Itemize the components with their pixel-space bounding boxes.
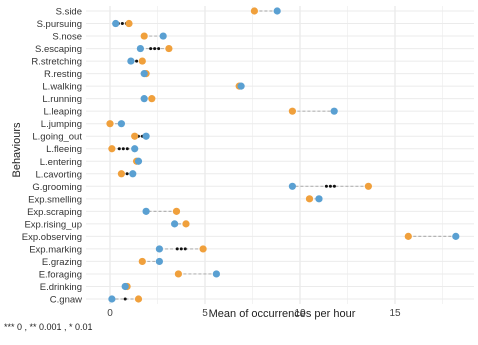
orange-point-l-leaping xyxy=(288,107,296,115)
x-tick-label: 10 xyxy=(294,308,306,319)
significance-star-exp-marking xyxy=(183,247,187,251)
blue-point-exp-smelling xyxy=(315,195,323,203)
y-tick-label-s-nose: S.nose xyxy=(52,32,82,43)
blue-point-s-nose xyxy=(159,32,167,40)
connectors xyxy=(110,10,456,300)
significance-star-s-pursuing xyxy=(120,22,124,26)
y-tick-label-l-running: L.running xyxy=(42,94,82,105)
blue-point-e-grazing xyxy=(155,257,163,266)
orange-point-l-fleeing xyxy=(108,145,116,153)
blue-point-e-drinking xyxy=(121,282,129,291)
orange-point-s-pursuing xyxy=(125,19,133,28)
significance-star-r-stretching xyxy=(135,59,139,63)
y-tick-label-e-foraging: E.foraging xyxy=(39,269,82,280)
significance-star-exp-marking xyxy=(175,247,179,251)
orange-point-l-jumping xyxy=(106,120,114,128)
significance-star-s-escaping xyxy=(153,47,157,51)
significance-star-s-escaping xyxy=(157,47,161,51)
y-tick-label-l-going-out: L.going_out xyxy=(32,132,82,143)
blue-point-l-leaping xyxy=(330,107,338,115)
y-tick-label-l-jumping: L.jumping xyxy=(41,119,82,130)
x-tick-label: 15 xyxy=(389,308,401,319)
blue-point-exp-marking xyxy=(155,245,163,253)
y-tick-label-s-side: S.side xyxy=(56,7,82,18)
orange-point-exp-observing xyxy=(404,232,412,240)
orange-point-exp-smelling xyxy=(305,195,314,203)
blue-point-l-going-out xyxy=(142,132,150,140)
y-tick-label-e-drinking: E.drinking xyxy=(40,282,82,293)
orange-point-l-running xyxy=(148,95,156,103)
blue-point-g-grooming xyxy=(288,182,296,190)
significance-star-l-fleeing xyxy=(125,147,129,151)
blue-point-s-side xyxy=(273,7,281,15)
blue-point-e-foraging xyxy=(212,270,220,278)
blue-point-r-stretching xyxy=(127,57,135,65)
y-tick-label-s-pursuing: S.pursuing xyxy=(37,19,82,30)
x-axis-title: Mean of occurrences per hour xyxy=(209,308,356,320)
blue-point-r-resting xyxy=(140,70,148,78)
orange-point-exp-rising-up xyxy=(182,220,190,228)
y-tick-label-exp-marking: Exp.marking xyxy=(29,244,82,255)
significance-star-g-grooming xyxy=(324,184,328,188)
blue-point-l-running xyxy=(140,95,148,103)
y-tick-label-exp-scraping: Exp.scraping xyxy=(27,207,82,218)
significance-star-g-grooming xyxy=(332,184,336,188)
y-tick-label-r-resting: R.resting xyxy=(44,69,82,80)
orange-point-g-grooming xyxy=(364,182,372,190)
significance-star-l-fleeing xyxy=(117,147,121,151)
blue-point-l-jumping xyxy=(117,120,125,128)
orange-point-e-grazing xyxy=(138,257,146,266)
blue-point-exp-rising-up xyxy=(171,220,179,228)
blue-point-exp-observing xyxy=(452,232,460,240)
y-tick-label-r-stretching: R.stretching xyxy=(31,57,82,68)
y-tick-label-e-grazing: E.grazing xyxy=(42,257,82,268)
blue-point-l-walking xyxy=(237,82,245,90)
orange-point-l-going-out xyxy=(131,132,139,140)
data-points xyxy=(106,7,460,303)
blue-point-exp-scraping xyxy=(142,207,150,215)
significance-star-s-escaping xyxy=(149,47,153,51)
y-tick-label-exp-observing: Exp.observing xyxy=(22,232,82,243)
blue-point-l-entering xyxy=(134,157,143,165)
y-tick-label-g-grooming: G.grooming xyxy=(32,182,82,193)
y-tick-label-l-fleeing: L.fleeing xyxy=(46,144,82,155)
blue-point-l-cavorting xyxy=(129,170,137,178)
orange-point-exp-scraping xyxy=(172,207,181,215)
y-tick-label-c-gnaw: C.gnaw xyxy=(50,295,82,306)
orange-point-s-side xyxy=(250,7,258,15)
x-tick-label: 5 xyxy=(202,308,208,319)
blue-point-s-escaping xyxy=(136,44,144,53)
significance-star-exp-marking xyxy=(179,247,183,251)
y-tick-label-exp-smelling: Exp.smelling xyxy=(28,194,82,205)
y-tick-label-l-walking: L.walking xyxy=(42,82,82,93)
significance-star-c-gnaw xyxy=(123,297,127,301)
y-tick-label-s-escaping: S.escaping xyxy=(35,44,82,55)
y-tick-label-exp-rising-up: Exp.rising_up xyxy=(24,219,82,230)
blue-point-l-fleeing xyxy=(131,145,139,153)
orange-point-c-gnaw xyxy=(134,295,143,303)
y-tick-label-l-leaping: L.leaping xyxy=(43,107,82,118)
orange-point-r-stretching xyxy=(138,57,146,65)
orange-point-s-nose xyxy=(140,32,148,40)
orange-point-l-cavorting xyxy=(117,170,125,178)
significance-star-l-fleeing xyxy=(121,147,125,151)
orange-point-s-escaping xyxy=(165,44,173,53)
x-tick-label: 0 xyxy=(107,308,113,319)
x-tick-labels: 0 5 10 15 xyxy=(107,308,401,319)
orange-point-exp-marking xyxy=(199,245,207,253)
significance-footnote: *** 0 , ** 0.001 , * 0.01 xyxy=(4,322,93,332)
y-axis-title: Behaviours xyxy=(11,122,23,178)
blue-point-s-pursuing xyxy=(112,19,120,28)
significance-star-l-cavorting xyxy=(125,172,129,176)
y-tick-label-l-cavorting: L.cavorting xyxy=(36,169,82,180)
significance-star-g-grooming xyxy=(328,184,332,188)
blue-point-c-gnaw xyxy=(108,295,116,303)
y-tick-label-l-entering: L.entering xyxy=(40,157,82,168)
orange-point-e-foraging xyxy=(174,270,182,278)
